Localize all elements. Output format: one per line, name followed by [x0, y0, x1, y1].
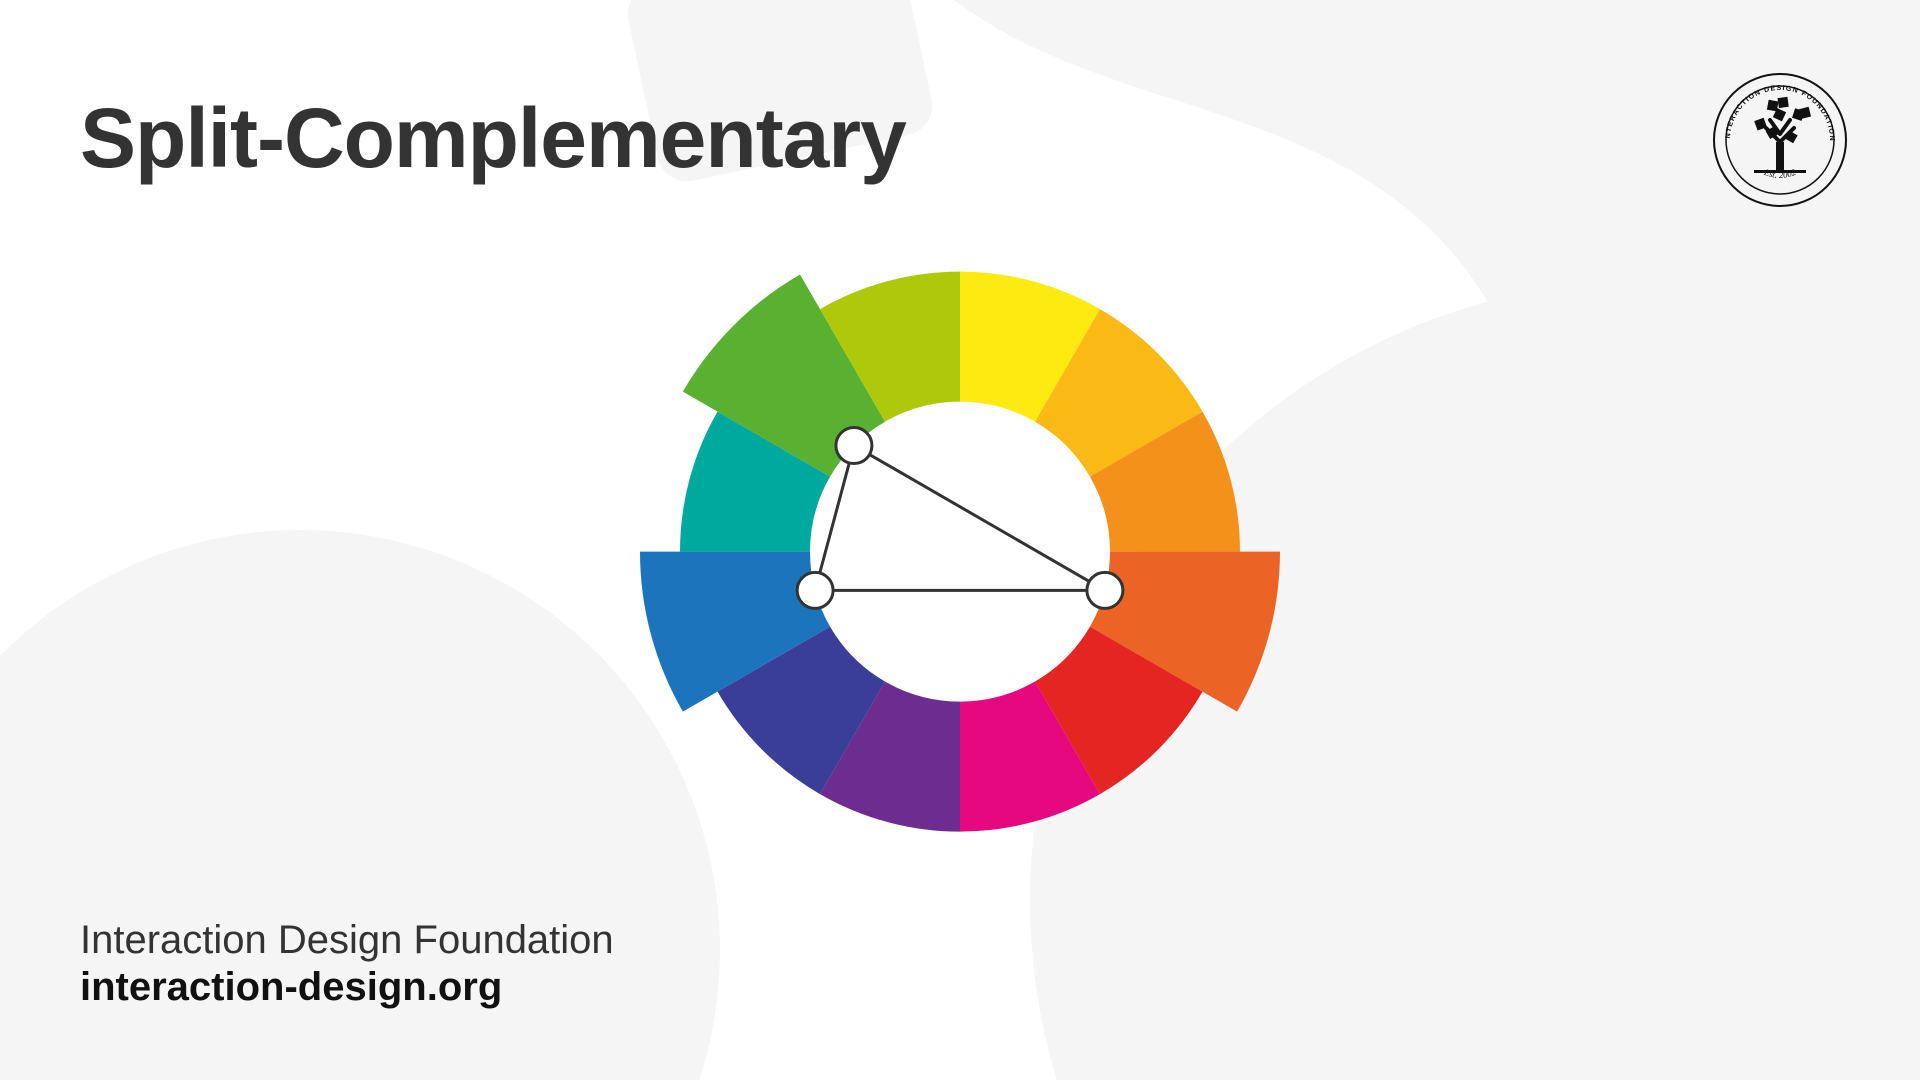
color-wheel [610, 202, 1310, 907]
wheel-node [797, 572, 833, 608]
footer: Interaction Design Foundation interactio… [80, 918, 614, 1010]
footer-org: Interaction Design Foundation [80, 918, 614, 963]
idf-logo: INTERACTION DESIGN FOUNDATION Est. 2002 [1710, 70, 1850, 210]
wheel-node [1087, 572, 1123, 608]
wheel-segments [640, 272, 1280, 832]
page-title: Split-Complementary [80, 90, 906, 187]
wheel-node [836, 428, 872, 464]
wheel-connector [797, 428, 1123, 609]
footer-url: interaction-design.org [80, 965, 614, 1010]
